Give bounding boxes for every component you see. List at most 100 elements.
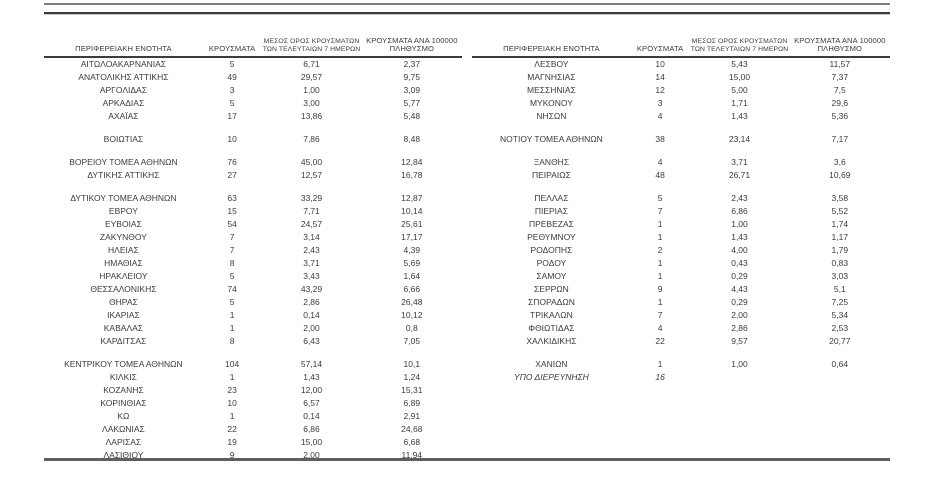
cases-cell: 9 [657, 284, 663, 294]
avg7-cell: 23,14 [728, 134, 751, 144]
table-row: ΕΥΒΟΙΑΣ 54 24,57 25,61 [44, 218, 462, 231]
per100k-cell: 10,14 [401, 206, 423, 216]
table-row: ΤΡΙΚΑΛΩΝ 7 2,00 5,34 [472, 309, 890, 322]
per100k-cell: 10,12 [401, 310, 423, 320]
avg7-cell: 6,86 [731, 206, 748, 216]
per100k-cell: 2,53 [831, 323, 849, 333]
region-cell: ΚΕΝΤΡΙΚΟΥ ΤΟΜΕΑ ΑΘΗΝΩΝ [64, 359, 183, 369]
avg7-cell: 1,00 [731, 359, 748, 369]
region-cell: ΣΑΜΟΥ [536, 271, 567, 281]
region-cell: ΝΗΣΩΝ [536, 111, 567, 121]
avg7-cell: 4,43 [731, 284, 748, 294]
cases-cell: 19 [227, 437, 237, 447]
region-cell: ΧΑΝΙΩΝ [535, 359, 568, 369]
cases-cell: 12 [655, 85, 665, 95]
cases-cell: 7 [229, 245, 235, 255]
per100k-cell: 3,09 [403, 85, 421, 95]
per100k-cell: 9,75 [403, 72, 421, 82]
per100k-cell: 1,79 [831, 245, 849, 255]
table-row: ΑΧΑΪΑΣ 17 13,86 5,48 [44, 110, 462, 123]
avg7-cell: 0,29 [731, 271, 748, 281]
cases-cell: 1 [657, 297, 663, 307]
header-per100k: ΚΡΟΥΣΜΑΤΑ ΑΝΑ 100000 ΠΛΗΘΥΣΜΟ [366, 36, 458, 54]
cases-cell: 1 [229, 323, 235, 333]
avg7-cell: 2,43 [303, 245, 320, 255]
group-gap [44, 123, 462, 133]
region-cell: ΕΥΒΟΙΑΣ [104, 219, 142, 229]
table-row: ΣΠΟΡΑΔΩΝ 1 0,29 7,25 [472, 296, 890, 309]
per100k-cell: 5,69 [403, 258, 421, 268]
region-cell: ΡΟΔΟΥ [536, 258, 567, 268]
table-row: ΜΕΣΣΗΝΙΑΣ 12 5,00 7,5 [472, 84, 890, 97]
cases-cell: 4 [657, 323, 663, 333]
avg7-cell: 7,86 [303, 134, 320, 144]
cases-cell: 4 [657, 157, 663, 167]
region-cell: ΣΠΟΡΑΔΩΝ [527, 297, 575, 307]
per100k-cell: 5,77 [403, 98, 421, 108]
cases-cell: 1 [229, 372, 235, 382]
per100k-cell: 7,37 [831, 72, 849, 82]
region-cell: ΕΒΡΟΥ [108, 206, 138, 216]
region-cell: ΚΑΡΔΙΤΣΑΣ [100, 336, 147, 346]
cases-cell: 8 [229, 336, 235, 346]
table-row: ΠΕΙΡΑΙΩΣ 48 26,71 10,69 [472, 169, 890, 182]
cases-cell: 48 [655, 170, 665, 180]
table-row: ΣΕΡΡΩΝ 9 4,43 5,1 [472, 283, 890, 296]
per100k-cell: 0,83 [831, 258, 849, 268]
region-cell: ΜΥΚΟΝΟΥ [529, 98, 573, 108]
per100k-cell: 17,17 [401, 232, 423, 242]
avg7-cell: 7,71 [303, 206, 320, 216]
region-cell: ΑΧΑΪΑΣ [108, 111, 139, 121]
per100k-cell: 3,6 [833, 157, 846, 167]
cases-cell: 22 [227, 424, 237, 434]
region-cell: ΜΑΓΝΗΣΙΑΣ [527, 72, 576, 82]
region-cell: ΜΕΣΣΗΝΙΑΣ [527, 85, 576, 95]
avg7-cell: 57,14 [300, 359, 323, 369]
table-row: ΥΠΟ ΔΙΕΡΕΥΝΗΣΗ 16 [472, 371, 890, 384]
per100k-cell: 7,5 [833, 85, 846, 95]
table-row: ΠΡΕΒΕΖΑΣ 1 1,00 1,74 [472, 218, 890, 231]
table-row: ΠΙΕΡΙΑΣ 7 6,86 5,52 [472, 205, 890, 218]
per100k-cell: 6,66 [403, 284, 421, 294]
per100k-cell: 12,84 [401, 157, 423, 167]
cases-cell: 10 [227, 134, 237, 144]
header-region: ΠΕΡΙΦΕΡΕΙΑΚΗ ΕΝΟΤΗΤΑ [75, 45, 172, 54]
table-row: ΛΑΡΙΣΑΣ 19 15,00 6,68 [44, 436, 462, 449]
table-row: ΚΩ 1 0,14 2,91 [44, 410, 462, 423]
avg7-cell: 3,71 [731, 157, 748, 167]
group-gap [44, 146, 462, 156]
cases-cell: 8 [229, 258, 235, 268]
group-gap [44, 182, 462, 192]
per100k-cell: 10,1 [403, 359, 421, 369]
region-cell: ΔΥΤΙΚΟΥ ΤΟΜΕΑ ΑΘΗΝΩΝ [70, 193, 177, 203]
cases-cell: 2 [657, 245, 663, 255]
cases-cell: 76 [227, 157, 237, 167]
header-cases: ΚΡΟΥΣΜΑΤΑ [636, 45, 684, 54]
region-cell: ΛΕΣΒΟΥ [534, 59, 569, 69]
group-gap [44, 348, 462, 358]
per100k-cell: 11,57 [829, 59, 851, 69]
table-body: ΑΙΤΩΛΟΑΚΑΡΝΑΝΙΑΣ 5 6,71 2,37 ΑΝΑΤΟΛΙΚΗΣ ΑΤΤΙ… [44, 58, 462, 462]
cases-cell: 7 [229, 232, 235, 242]
avg7-cell: 29,57 [300, 72, 323, 82]
avg7-cell: 2,00 [303, 450, 320, 460]
region-cell: ΠΕΙΡΑΙΩΣ [531, 170, 571, 180]
cases-cell: 5 [229, 98, 235, 108]
table-header-row: ΠΕΡΙΦΕΡΕΙΑΚΗ ΕΝΟΤΗΤΑ ΚΡΟΥΣΜΑΤΑ ΜΕΣΟΣ ΟΡΟ… [44, 30, 462, 58]
cases-cell: 1 [657, 232, 663, 242]
avg7-cell: 26,71 [728, 170, 751, 180]
table-row: ΗΡΑΚΛΕΙΟΥ 5 3,43 1,64 [44, 270, 462, 283]
region-cell: ΘΕΣΣΑΛΟΝΙΚΗΣ [90, 284, 157, 294]
per100k-cell: 2,37 [403, 59, 421, 69]
table-row: ΧΑΝΙΩΝ 1 1,00 0,64 [472, 358, 890, 371]
header-region: ΠΕΡΙΦΕΡΕΙΑΚΗ ΕΝΟΤΗΤΑ [503, 45, 600, 54]
cases-cell: 1 [229, 411, 235, 421]
cases-cell: 1 [657, 271, 663, 281]
region-cell: ΣΕΡΡΩΝ [534, 284, 569, 294]
cases-cell: 74 [227, 284, 237, 294]
per100k-cell: 12,87 [401, 193, 423, 203]
cases-cell: 3 [657, 98, 663, 108]
avg7-cell: 0,29 [731, 297, 748, 307]
table-row: ΞΑΝΘΗΣ 4 3,71 3,6 [472, 156, 890, 169]
header-avg7: ΜΕΣΟΣ ΟΡΟΣ ΚΡΟΥΣΜΑΤΩΝ ΤΩΝ ΤΕΛΕΥΤΑΙΩΝ 7 Η… [262, 38, 361, 54]
